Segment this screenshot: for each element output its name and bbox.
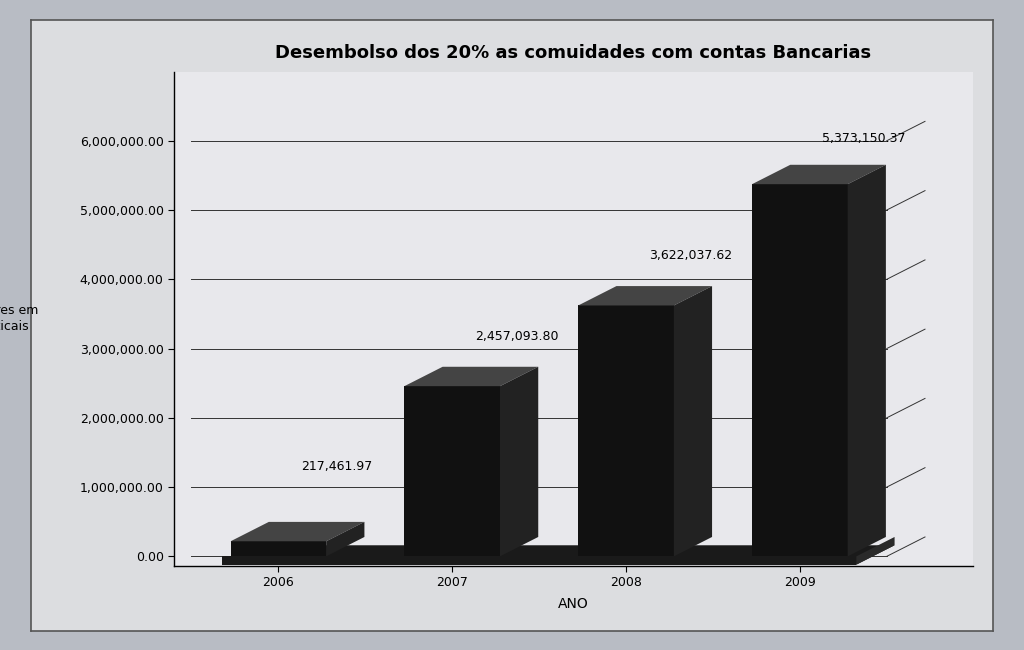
Polygon shape [500, 367, 539, 556]
Polygon shape [674, 286, 712, 556]
Polygon shape [327, 522, 365, 556]
Polygon shape [579, 306, 674, 556]
Text: 2,457,093.80: 2,457,093.80 [475, 330, 558, 343]
Polygon shape [848, 165, 886, 556]
Polygon shape [404, 367, 539, 386]
Polygon shape [579, 286, 712, 306]
Text: 5,373,150.37: 5,373,150.37 [822, 133, 906, 146]
Polygon shape [230, 522, 365, 541]
Text: 3,622,037.62: 3,622,037.62 [648, 249, 732, 262]
Polygon shape [404, 386, 500, 556]
X-axis label: ANO: ANO [558, 597, 589, 611]
Polygon shape [752, 165, 886, 184]
Polygon shape [856, 537, 895, 565]
Y-axis label: Valores em
Meticais: Valores em Meticais [0, 304, 38, 333]
Polygon shape [222, 545, 895, 565]
Polygon shape [752, 184, 848, 556]
Polygon shape [230, 541, 327, 556]
Title: Desembolso dos 20% as comuidades com contas Bancarias: Desembolso dos 20% as comuidades com con… [275, 44, 871, 62]
Polygon shape [222, 556, 856, 565]
Text: 217,461.97: 217,461.97 [301, 460, 372, 473]
